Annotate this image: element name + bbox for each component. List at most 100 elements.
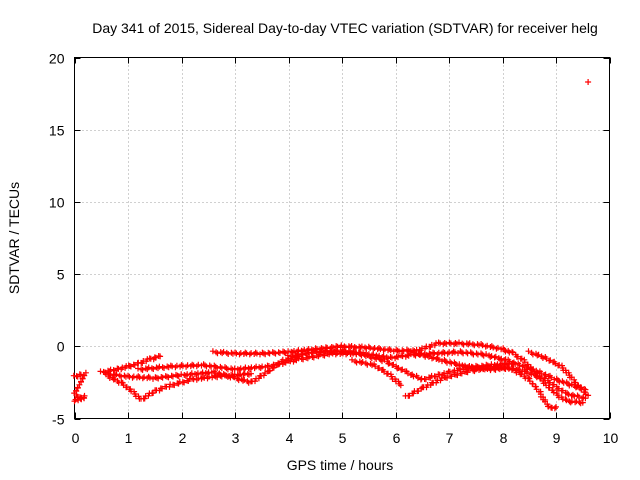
data-point-track-f	[451, 349, 458, 356]
data-point-track-e	[220, 348, 227, 355]
data-point-track-c	[135, 373, 142, 380]
data-point-track-d	[237, 365, 244, 372]
data-point-track-b	[241, 370, 248, 377]
data-point-track-h	[525, 374, 532, 381]
data-point-track-c	[102, 369, 109, 376]
x-tick-labels: 0 1 2 3 4 5 6 7 8 9 10	[72, 430, 619, 446]
data-point-track-h	[553, 403, 559, 410]
data-point-track-e	[276, 350, 283, 356]
data-point-track-e	[275, 349, 282, 356]
data-point-track-f	[318, 348, 325, 355]
data-point-track-f	[380, 353, 387, 359]
data-point-track-h	[448, 373, 455, 380]
y-axis-label: SDTVAR / TECUs	[6, 182, 22, 294]
data-point-track-f	[446, 349, 453, 356]
data-point-track-i	[541, 374, 548, 381]
data-point-track-e	[579, 399, 586, 406]
data-point-track-d	[272, 362, 278, 368]
data-point-track-d	[195, 361, 202, 368]
data-point-track-c	[188, 370, 195, 377]
data-point-track-f	[370, 351, 377, 358]
data-point-track-f	[313, 349, 320, 355]
data-point-track-i	[435, 356, 442, 363]
data-point-track-c	[241, 376, 248, 383]
x-tick-label: 7	[446, 430, 454, 446]
data-point-track-i	[498, 364, 505, 371]
chart-title: Day 341 of 2015, Sidereal Day-to-day VTE…	[92, 20, 598, 36]
x-tick-label: 8	[500, 430, 508, 446]
data-point-track-i	[444, 359, 450, 366]
data-point-track-e	[563, 397, 570, 404]
y-tick-labels: -5 0 5 10 15 20	[49, 51, 65, 428]
data-point-track-f	[512, 361, 519, 368]
data-point-track-f	[360, 349, 367, 356]
data-point-track-f	[289, 353, 296, 360]
data-point-track-d	[259, 363, 266, 370]
data-point-track-g	[385, 370, 391, 377]
data-point-track-c	[231, 374, 238, 381]
x-axis-label: GPS time / hours	[287, 457, 394, 473]
data-point-track-e	[252, 349, 259, 356]
data-point-track-c	[145, 373, 152, 380]
data-point-track-e	[365, 343, 372, 350]
data-points	[70, 79, 592, 412]
data-point-track-d	[173, 362, 180, 369]
data-point-track-d	[161, 365, 167, 371]
data-point-track-i	[456, 361, 463, 368]
data-point-track-i	[473, 364, 480, 371]
y-tick-label: 0	[57, 339, 65, 355]
data-point-track-f	[395, 354, 401, 361]
data-point-track-f	[334, 347, 341, 354]
data-point-track-i	[574, 392, 581, 399]
data-point-track-i	[488, 365, 495, 372]
data-point-track-e	[509, 348, 516, 355]
data-point-track-i	[516, 367, 523, 374]
data-point-track-f	[431, 350, 438, 357]
data-point-track-c	[174, 372, 181, 379]
data-point-track-i	[564, 390, 571, 397]
data-point-track-d	[248, 364, 255, 371]
gridlines	[74, 57, 610, 419]
data-point-track-b	[248, 370, 254, 377]
data-point-track-e	[281, 349, 288, 356]
data-point-track-e	[253, 350, 260, 357]
data-point-track-e	[494, 344, 501, 351]
data-point-track-f	[506, 358, 513, 365]
data-point-track-e	[573, 398, 580, 405]
data-point-track-c	[165, 374, 172, 381]
data-point-track-f	[530, 366, 537, 373]
data-point-track-c	[146, 374, 153, 381]
data-point-track-d	[310, 354, 317, 361]
data-point-track-c	[169, 373, 176, 380]
data-point-track-g	[397, 382, 404, 389]
data-point-track-d	[231, 365, 238, 372]
data-point-track-d	[156, 363, 163, 370]
data-point-track-i	[425, 353, 432, 360]
data-point-track-g	[349, 356, 355, 363]
y-tick-label: 20	[49, 51, 65, 67]
data-point-track-d	[150, 366, 157, 372]
data-point-track-f	[312, 348, 319, 355]
y-tick-label: 5	[57, 267, 65, 283]
y-tick-label: 10	[49, 195, 65, 211]
data-point-track-e	[362, 344, 368, 351]
data-point-track-e	[262, 351, 269, 358]
x-tick-label: 9	[553, 430, 561, 446]
data-point-track-d	[422, 376, 429, 383]
data-point-track-g	[359, 359, 366, 365]
x-tick-label: 10	[603, 430, 619, 446]
data-point-track-f	[299, 352, 306, 358]
data-point-track-i	[514, 365, 521, 372]
data-point-track-d	[135, 365, 141, 372]
data-point-track-d	[242, 364, 249, 371]
data-point-track-e	[242, 349, 249, 356]
data-point-track-d	[190, 362, 197, 369]
data-point-track-h	[494, 362, 501, 369]
x-tick-label: 2	[179, 430, 187, 446]
data-point-track-d	[282, 359, 289, 366]
data-point-track-b	[237, 371, 244, 378]
data-point-track-f	[520, 362, 527, 369]
data-point-track-h	[454, 372, 461, 379]
